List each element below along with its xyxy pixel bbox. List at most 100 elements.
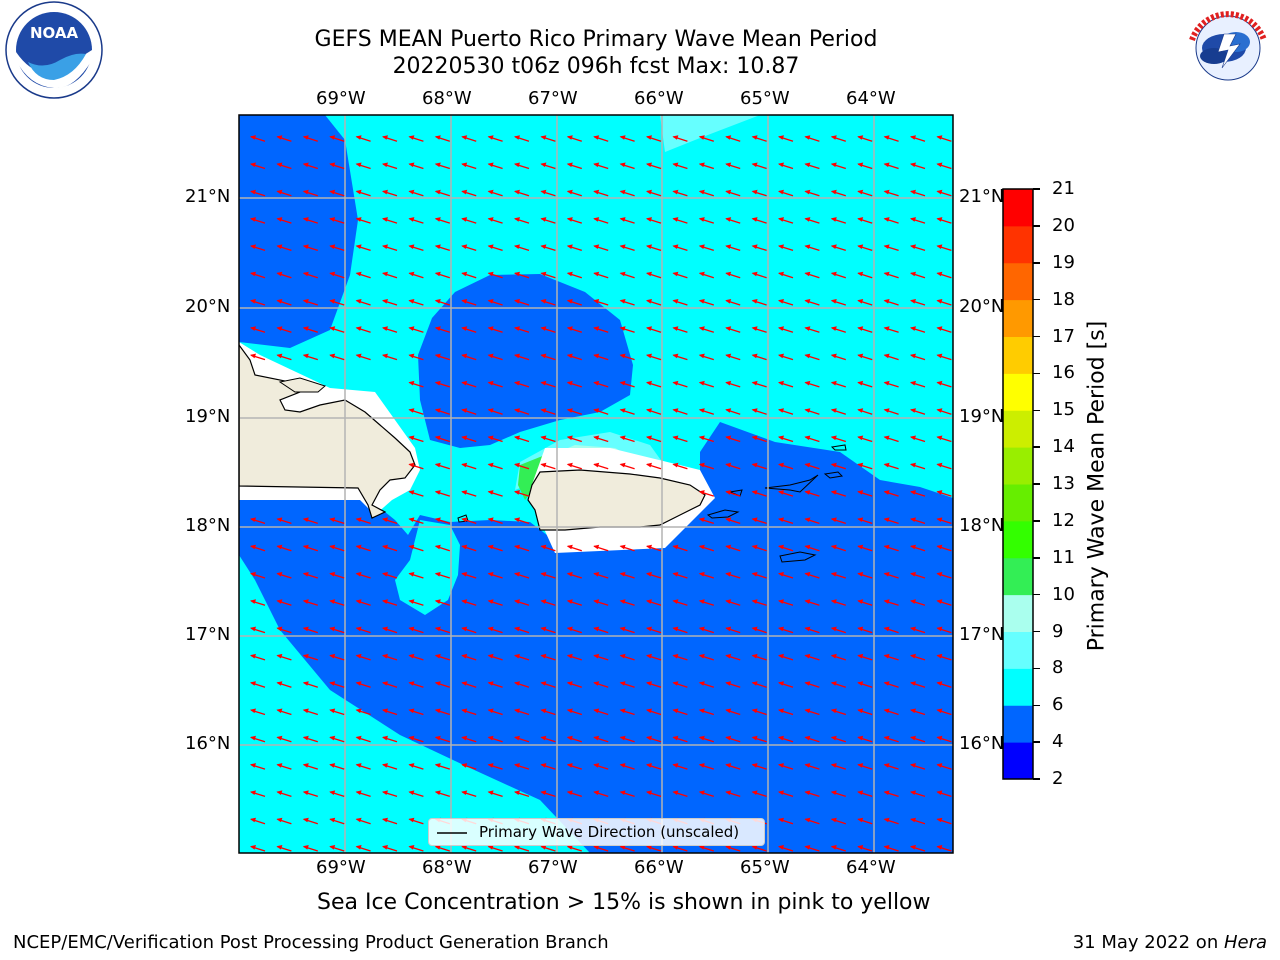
- wave-arrow-head: [514, 326, 520, 331]
- wave-arrow-head: [619, 217, 626, 222]
- wave-arrow-head: [514, 708, 520, 714]
- wave-arrow-head: [778, 326, 784, 331]
- wave-arrow-head: [355, 517, 362, 522]
- wave-arrow-head: [408, 517, 415, 522]
- wave-arrow-head: [725, 653, 732, 659]
- wave-arrow-head: [566, 380, 573, 386]
- colorbar-tick-mark: [1033, 262, 1040, 264]
- wave-arrow-head: [804, 162, 811, 168]
- wave-arrow-head: [434, 353, 441, 359]
- wave-arrow-head: [408, 408, 415, 413]
- wave-arrow-head: [619, 599, 626, 604]
- wave-arrow-head: [408, 790, 415, 795]
- wave-arrow-head: [566, 353, 573, 359]
- wave-arrow-head: [725, 380, 732, 386]
- wave-arrow-head: [672, 217, 679, 222]
- wave-arrow-head: [355, 135, 362, 140]
- wave-arrow-head: [883, 572, 890, 577]
- footer-right: 31 May 2022 on Hera: [1073, 932, 1267, 953]
- wave-arrow-head: [751, 490, 758, 495]
- wave-arrow-head: [698, 135, 705, 140]
- wave-arrow-head: [725, 271, 732, 277]
- wave-arrow-head: [487, 244, 494, 249]
- wave-arrow-head: [461, 626, 468, 632]
- wave-arrow-head: [302, 599, 309, 604]
- wave-arrow-head: [540, 435, 547, 441]
- wave-arrow-head: [514, 599, 520, 604]
- wave-arrow-head: [461, 135, 468, 140]
- wave-arrow-head: [276, 599, 283, 604]
- wave-arrow-head: [857, 408, 864, 413]
- wave-arrow-head: [408, 189, 415, 195]
- wave-arrow-head: [698, 845, 705, 850]
- wave-arrow-head: [619, 189, 626, 195]
- wave-arrow-head: [487, 299, 494, 304]
- wave-arrow-head: [487, 845, 494, 850]
- lat-label-right-19n: 19°N: [959, 406, 1005, 427]
- wave-arrow-head: [434, 435, 441, 441]
- wave-arrow-head: [910, 763, 916, 768]
- wave-arrow-head: [751, 845, 758, 850]
- wave-arrow-head: [355, 599, 362, 604]
- wave-arrow-head: [751, 380, 758, 386]
- wave-arrow-head: [408, 653, 415, 659]
- wave-arrow-head: [461, 435, 468, 441]
- colorbar-tick-mark: [1033, 593, 1040, 596]
- wave-arrow-head: [936, 490, 943, 495]
- wave-arrow-head: [936, 326, 943, 331]
- tortuga-island: [278, 377, 327, 393]
- wave-arrow-head: [461, 572, 468, 577]
- lon-label-bottom-65w: 65°W: [740, 857, 790, 878]
- wave-arrow-head: [725, 845, 732, 850]
- wave-arrow-head: [910, 271, 916, 277]
- wave-arrow-head: [329, 653, 336, 659]
- wave-arrow-head: [329, 626, 336, 632]
- wave-arrow-head: [672, 408, 679, 413]
- wave-arrow-head: [883, 845, 890, 850]
- wave-arrow-head: [778, 790, 784, 795]
- lon-label-bottom-68w: 68°W: [422, 857, 472, 878]
- wave-arrow-head: [857, 735, 864, 741]
- wave-arrow-head: [725, 517, 732, 522]
- colorbar-tick-label: 14: [1052, 436, 1075, 458]
- wave-arrow-head: [566, 326, 573, 331]
- wave-arrow-head: [540, 408, 547, 413]
- wave-arrow-head: [540, 599, 547, 604]
- nws-logo: [1178, 0, 1278, 100]
- wave-arrow-head: [619, 462, 626, 468]
- wave-arrow-head: [461, 735, 468, 741]
- wave-arrow-head: [857, 599, 864, 604]
- wave-arrow-head: [778, 490, 784, 495]
- wave-arrow-head: [408, 217, 415, 222]
- wave-arrow-head: [725, 408, 732, 413]
- wave-arrow-head: [382, 599, 388, 604]
- wave-arrow-head: [593, 735, 600, 741]
- wave-arrow-head: [302, 244, 309, 249]
- wave-arrow-head: [857, 790, 864, 795]
- wave-arrow-head: [936, 135, 943, 140]
- wave-arrow-head: [751, 244, 758, 249]
- wave-arrow-head: [698, 271, 705, 277]
- colorbar-segment: [1003, 520, 1033, 559]
- wave-arrow-head: [382, 735, 388, 741]
- wave-arrow-head: [329, 763, 336, 768]
- wave-arrow-head: [778, 162, 784, 168]
- wave-arrow-head: [250, 790, 256, 795]
- wave-arrow-head: [461, 763, 468, 768]
- colorbar-tick-mark: [1033, 298, 1040, 301]
- wave-arrow-head: [250, 244, 256, 249]
- wave-arrow-head: [804, 299, 811, 304]
- wave-arrow-head: [487, 544, 494, 550]
- wave-arrow-head: [461, 271, 468, 277]
- wave-arrow-head: [302, 135, 309, 140]
- wave-arrow-head: [857, 462, 864, 468]
- anegada-island: [823, 471, 844, 479]
- wave-arrow-head: [434, 299, 441, 304]
- wave-arrow-head: [355, 162, 362, 168]
- wave-arrow-head: [302, 626, 309, 632]
- wave-arrow-head: [936, 626, 943, 632]
- wave-arrow-head: [778, 517, 784, 522]
- wave-arrow-head: [936, 189, 943, 195]
- wave-arrow-head: [751, 353, 758, 359]
- wave-arrow-head: [540, 244, 547, 249]
